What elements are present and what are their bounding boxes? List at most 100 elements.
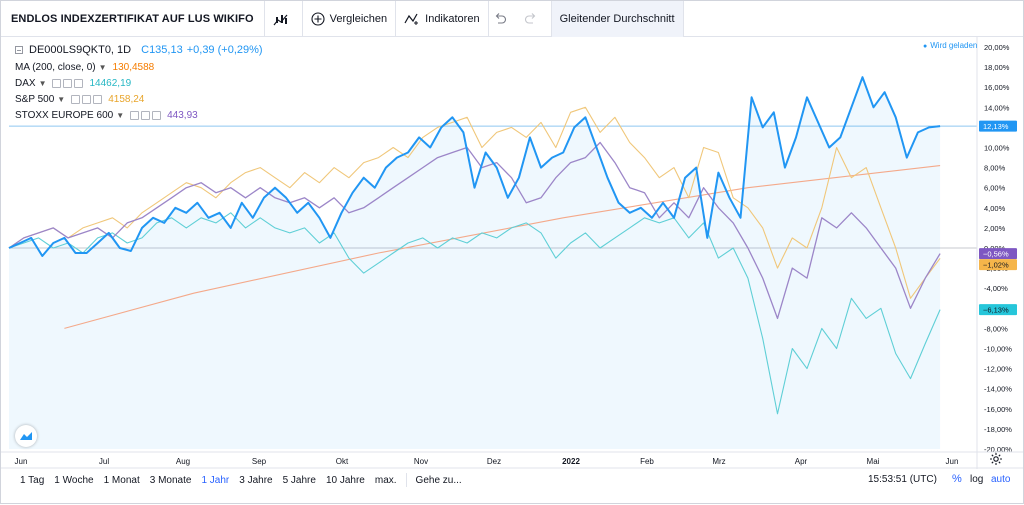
undo-icon (495, 12, 506, 24)
y-tick-label: -18,00% (984, 425, 1012, 434)
indicators-icon (404, 13, 419, 25)
y-tick-label: 6,00% (984, 184, 1006, 193)
x-tick-label: Sep (252, 457, 267, 466)
legend-change: +0,39 (+0,29%) (186, 44, 263, 56)
x-tick-label: Mai (867, 457, 880, 466)
series-controls-icon[interactable] (71, 94, 103, 104)
percent-scale-button[interactable]: % (952, 473, 962, 485)
chevron-down-icon[interactable]: ▼ (116, 110, 125, 120)
y-tick-label: -8,00% (984, 324, 1008, 333)
goto-date-button[interactable]: Gehe zu... (415, 474, 462, 486)
x-tick-label: 2022 (562, 457, 580, 466)
plus-circle-icon (311, 11, 325, 26)
series-controls-icon[interactable] (52, 78, 84, 88)
legend-sp-value: 4158,24 (108, 93, 145, 105)
loading-status: Wird geladen (923, 41, 977, 50)
chevron-down-icon[interactable]: ▼ (57, 94, 66, 104)
chevron-down-icon[interactable]: ▼ (38, 78, 47, 88)
y-tick-label: 8,00% (984, 164, 1006, 173)
legend-dax-label: DAX (15, 77, 36, 89)
x-tick-label: Okt (336, 457, 349, 466)
undo-button[interactable] (489, 1, 516, 37)
dax-last-value-label: −6,13% (983, 306, 1009, 315)
x-tick-label: Jun (15, 457, 28, 466)
legend-ma-row[interactable]: MA (200, close, 0) ▼ 130,4588 (15, 59, 263, 75)
legend-stoxx-label: STOXX EUROPE 600 (15, 109, 114, 121)
indicators-label: Indikatoren (425, 12, 480, 25)
chart-type-button[interactable] (265, 0, 303, 37)
main-last-value-label: 12,13% (983, 122, 1009, 131)
range-1-day[interactable]: 1 Tag (20, 474, 45, 486)
legend-symbol: DE000LS9QKT0, 1D (29, 44, 132, 56)
y-tick-label: -4,00% (984, 284, 1008, 293)
sp-last-value-label: −1,02% (983, 261, 1009, 270)
range-10-years[interactable]: 10 Jahre (325, 474, 365, 486)
x-tick-label: Jun (946, 457, 959, 466)
indicators-button[interactable]: Indikatoren (396, 0, 489, 37)
legend-stoxx-value: 443,93 (167, 109, 198, 121)
bottom-toolbar: 1 Tag 1 Woche 1 Monat 3 Monate 1 Jahr 3 … (1, 469, 1023, 491)
range-1-month[interactable]: 1 Monat (103, 474, 140, 486)
series-controls-icon[interactable] (130, 110, 162, 120)
x-tick-label: Jul (99, 457, 109, 466)
range-3-years[interactable]: 3 Jahre (239, 474, 273, 486)
legend-sp-label: S&P 500 (15, 93, 55, 105)
stoxx-last-value-label: −0,56% (983, 250, 1009, 259)
gear-icon[interactable] (989, 452, 1003, 469)
y-tick-label: 20,00% (984, 43, 1010, 52)
log-scale-button[interactable]: log (970, 474, 984, 485)
legend-ma-label: MA (200, close, 0) (15, 61, 96, 73)
compare-label: Vergleichen (329, 12, 388, 25)
x-tick-label: Nov (414, 457, 428, 466)
stoxx-series-line (8, 141, 941, 320)
chevron-down-icon[interactable]: ▼ (98, 62, 107, 72)
chart-grid (9, 125, 977, 249)
legend-dax-value: 14462,19 (89, 77, 132, 89)
toolbar-divider (405, 473, 407, 487)
legend-ma-value: 130,4588 (112, 61, 155, 73)
active-study-tab[interactable]: Gleitender Durchschnitt (551, 0, 684, 37)
y-tick-label: 18,00% (984, 63, 1010, 72)
range-1-week[interactable]: 1 Woche (54, 474, 94, 486)
range-max[interactable]: max. (374, 474, 397, 486)
y-tick-label: -12,00% (984, 365, 1012, 374)
legend-dax-row[interactable]: DAX ▼ 14462,19 (15, 75, 263, 91)
series-layer (8, 76, 941, 449)
x-tick-label: Aug (176, 457, 190, 466)
y-tick-label: 16,00% (984, 83, 1010, 92)
time-readout: 15:53:51 (UTC) (868, 474, 937, 485)
auto-scale-button[interactable]: auto (991, 474, 1011, 485)
range-5-years[interactable]: 5 Jahre (282, 474, 316, 486)
main-last-value-tag (979, 120, 1017, 132)
x-tick-label: Mrz (712, 457, 725, 466)
y-tick-label: 2,00% (984, 224, 1006, 233)
sp500-series-line (8, 106, 941, 299)
y-tick-label: -16,00% (984, 405, 1012, 414)
y-tick-label: -10,00% (984, 345, 1012, 354)
legend-sp-row[interactable]: S&P 500 ▼ 4158,24 (15, 91, 263, 107)
stoxx-last-value-tag (979, 248, 1017, 260)
collapse-legend-icon[interactable] (15, 46, 23, 54)
y-tick-label: -14,00% (984, 385, 1012, 394)
legend-stoxx-row[interactable]: STOXX EUROPE 600 ▼ 443,93 (15, 107, 263, 123)
range-1-year[interactable]: 1 Jahr (201, 474, 230, 486)
sp-last-value-tag (979, 259, 1017, 271)
ma-series-line (64, 165, 941, 329)
dax-series-line (8, 212, 941, 415)
legend-price: C135,13 (141, 44, 183, 56)
time-axis: Jun Jul Aug Sep Okt Nov Dez 2022 Feb Mrz Apr Mai Jun (1, 451, 1023, 469)
redo-button[interactable] (516, 0, 552, 37)
y-tick-label: 10,00% (984, 144, 1010, 153)
y-tick-label: 4,00% (984, 204, 1006, 213)
compare-button[interactable]: Vergleichen (303, 0, 397, 37)
dax-last-value-tag (979, 304, 1017, 316)
redo-icon (524, 12, 535, 24)
range-3-months[interactable]: 3 Monate (149, 474, 192, 486)
top-toolbar: ENDLOS INDEXZERTIFIKAT AUF LUS WIKIFO Ve… (1, 0, 1023, 37)
chart-legend: DE000LS9QKT0, 1D C135,13 +0,39 (+0,29%) … (15, 41, 263, 123)
main-series-area (9, 77, 941, 449)
tradingview-logo-icon[interactable] (15, 425, 37, 447)
x-tick-label: Apr (795, 457, 808, 466)
main-series-line (8, 76, 941, 257)
